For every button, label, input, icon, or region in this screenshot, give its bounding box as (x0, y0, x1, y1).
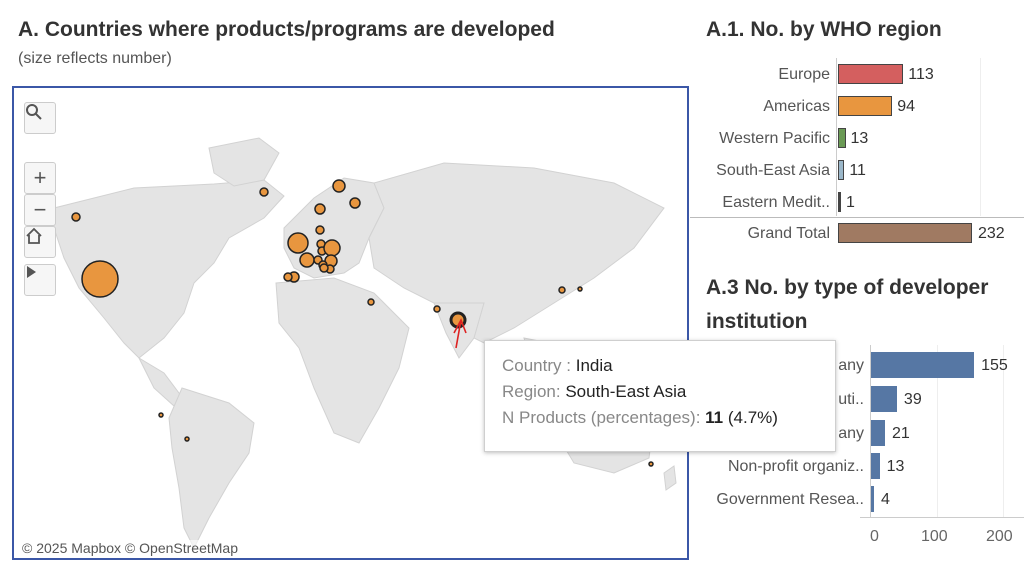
grand-total-value: 232 (978, 225, 1005, 242)
dev-row-bar[interactable] (871, 386, 897, 412)
dev-row-bar[interactable] (871, 420, 885, 446)
dev-row-label: uti.. (838, 391, 864, 408)
dev-row-value: 39 (903, 391, 922, 408)
country-marker[interactable] (558, 286, 566, 294)
grand-total-label: Grand Total (747, 225, 830, 242)
who-row-bar[interactable] (838, 160, 845, 180)
country-marker[interactable] (283, 272, 293, 282)
dev-row-value: 21 (891, 425, 910, 442)
dev-row-value: 155 (981, 357, 1008, 374)
who-row-label: Western Pacific (719, 130, 830, 147)
country-marker[interactable] (287, 232, 309, 254)
who-row-value: 1 (846, 194, 855, 211)
grand-total-bar[interactable] (838, 223, 972, 243)
tooltip-products-pct: (4.7%) (727, 408, 778, 427)
dev-axis-baseline (860, 517, 1024, 518)
dev-gridline-100 (937, 345, 938, 517)
who-row-value: 94 (897, 98, 916, 115)
map-attribution[interactable]: © 2025 Mapbox © OpenStreetMap (20, 540, 240, 556)
zoom-out-icon[interactable]: − (24, 194, 56, 226)
country-marker[interactable] (71, 212, 81, 222)
dev-axis-tick-100: 100 (921, 528, 948, 545)
new-zealand-landmass (663, 465, 677, 491)
country-marker[interactable] (259, 187, 269, 197)
who-row-value: 113 (908, 66, 934, 83)
who-gridline (980, 58, 981, 216)
tooltip-country-value: India (575, 356, 613, 375)
south-america-landmass (168, 387, 255, 550)
country-marker[interactable] (184, 436, 190, 442)
tooltip-region-row: Region: South-East Asia (502, 379, 835, 405)
dev-row-value: 13 (886, 458, 905, 475)
dev-row-bar[interactable] (871, 453, 880, 479)
africa-landmass (275, 277, 410, 444)
who-row-label: Americas (763, 98, 830, 115)
who-region-title: A.1. No. by WHO region (706, 18, 942, 41)
country-marker[interactable] (319, 263, 329, 273)
who-row-bar[interactable] (838, 64, 904, 84)
play-icon[interactable] (24, 264, 56, 296)
search-icon[interactable] (24, 102, 56, 134)
map-subtitle: (size reflects number) (18, 50, 172, 67)
dev-row-label: any (838, 425, 864, 442)
dev-row-bar[interactable] (871, 352, 975, 378)
greenland-landmass (208, 137, 280, 187)
country-tooltip: Country : India Region: South-East Asia … (484, 340, 836, 452)
dev-row-bar[interactable] (871, 486, 874, 512)
country-marker[interactable] (81, 260, 119, 298)
dev-axis-line (870, 345, 871, 517)
tooltip-products-row: N Products (percentages): 11 (4.7%) (502, 405, 835, 431)
country-marker[interactable] (158, 412, 164, 418)
who-row-label: Eastern Medit.. (722, 194, 830, 211)
dev-row-label: any (838, 357, 864, 374)
who-row-value: 11 (849, 162, 866, 179)
home-icon[interactable] (24, 226, 56, 258)
developer-type-title-line2: institution (706, 310, 808, 333)
who-row-label: Europe (778, 66, 830, 83)
country-marker[interactable] (299, 252, 315, 268)
who-axis-line (836, 58, 837, 216)
tooltip-region-key: Region: (502, 382, 561, 401)
dev-gridline-200 (1003, 345, 1004, 517)
tooltip-country-key: Country : (502, 356, 571, 375)
dev-row-value: 4 (881, 491, 890, 508)
country-marker[interactable] (349, 197, 361, 209)
tooltip-products-value: 11 (705, 408, 724, 427)
zoom-in-icon[interactable]: + (24, 162, 56, 194)
country-marker[interactable] (433, 305, 441, 313)
map-canvas[interactable] (14, 88, 687, 558)
tooltip-country-row: Country : India (502, 353, 835, 379)
country-marker[interactable] (315, 225, 325, 235)
annotation-arrow (453, 318, 467, 349)
country-marker[interactable] (648, 461, 654, 467)
who-row-label: South-East Asia (716, 162, 830, 179)
country-marker[interactable] (314, 203, 326, 215)
world-map[interactable]: + − © 2025 Mapbox © OpenStreetMap (12, 86, 689, 560)
who-row-bar[interactable] (838, 192, 841, 212)
developer-type-title-line1: A.3 No. by type of developer (706, 276, 989, 299)
who-row-bar[interactable] (838, 96, 893, 116)
country-marker[interactable] (367, 298, 375, 306)
country-marker[interactable] (323, 239, 341, 257)
map-title: A. Countries where products/programs are… (18, 18, 555, 41)
asia-landmass (368, 162, 665, 344)
country-marker[interactable] (577, 286, 583, 292)
who-row-bar[interactable] (838, 128, 846, 148)
tooltip-region-value: South-East Asia (565, 382, 687, 401)
who-row-value: 13 (850, 130, 869, 147)
country-marker[interactable] (332, 179, 346, 193)
total-divider (690, 217, 1024, 218)
dev-axis-tick-0: 0 (870, 528, 879, 545)
dev-row-label: Government Resea.. (716, 491, 864, 508)
dev-row-label: Non-profit organiz.. (727, 458, 864, 475)
dev-axis-tick-200: 200 (986, 528, 1013, 545)
tooltip-products-key: N Products (percentages): (502, 408, 701, 427)
